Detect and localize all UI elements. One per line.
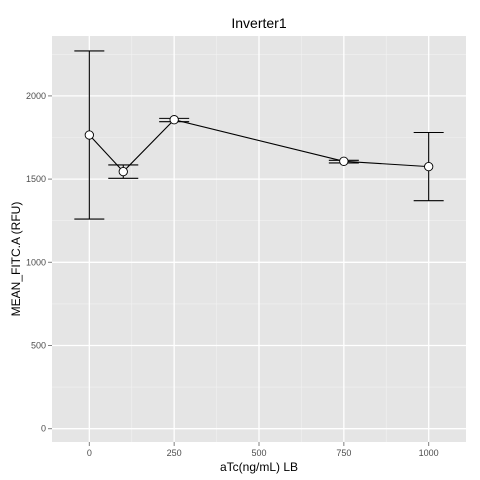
y-axis-title: MEAN_FITC.A (RFU) [9,202,23,317]
x-tick-label: 1000 [419,448,439,458]
x-axis-ticks: 0 250 500 750 1000 [87,442,439,458]
y-tick-label: 1500 [26,174,46,184]
y-tick-label: 0 [41,424,46,434]
data-point [339,156,349,166]
chart-title: Inverter1 [231,15,286,31]
data-point [84,130,94,140]
data-point [169,115,179,125]
x-tick-label: 750 [336,448,351,458]
x-tick-label: 0 [87,448,92,458]
x-tick-label: 250 [167,448,182,458]
major-gridlines [52,36,466,442]
x-axis-title: aTc(ng/mL) LB [220,460,298,474]
y-tick-label: 500 [31,340,46,350]
x-tick-label: 500 [251,448,266,458]
data-points [84,115,434,177]
y-tick-label: 1000 [26,257,46,267]
data-point [424,161,434,172]
y-tick-label: 2000 [26,91,46,101]
data-point [118,166,128,177]
y-axis-ticks: 0 500 1000 1500 2000 [26,91,52,434]
